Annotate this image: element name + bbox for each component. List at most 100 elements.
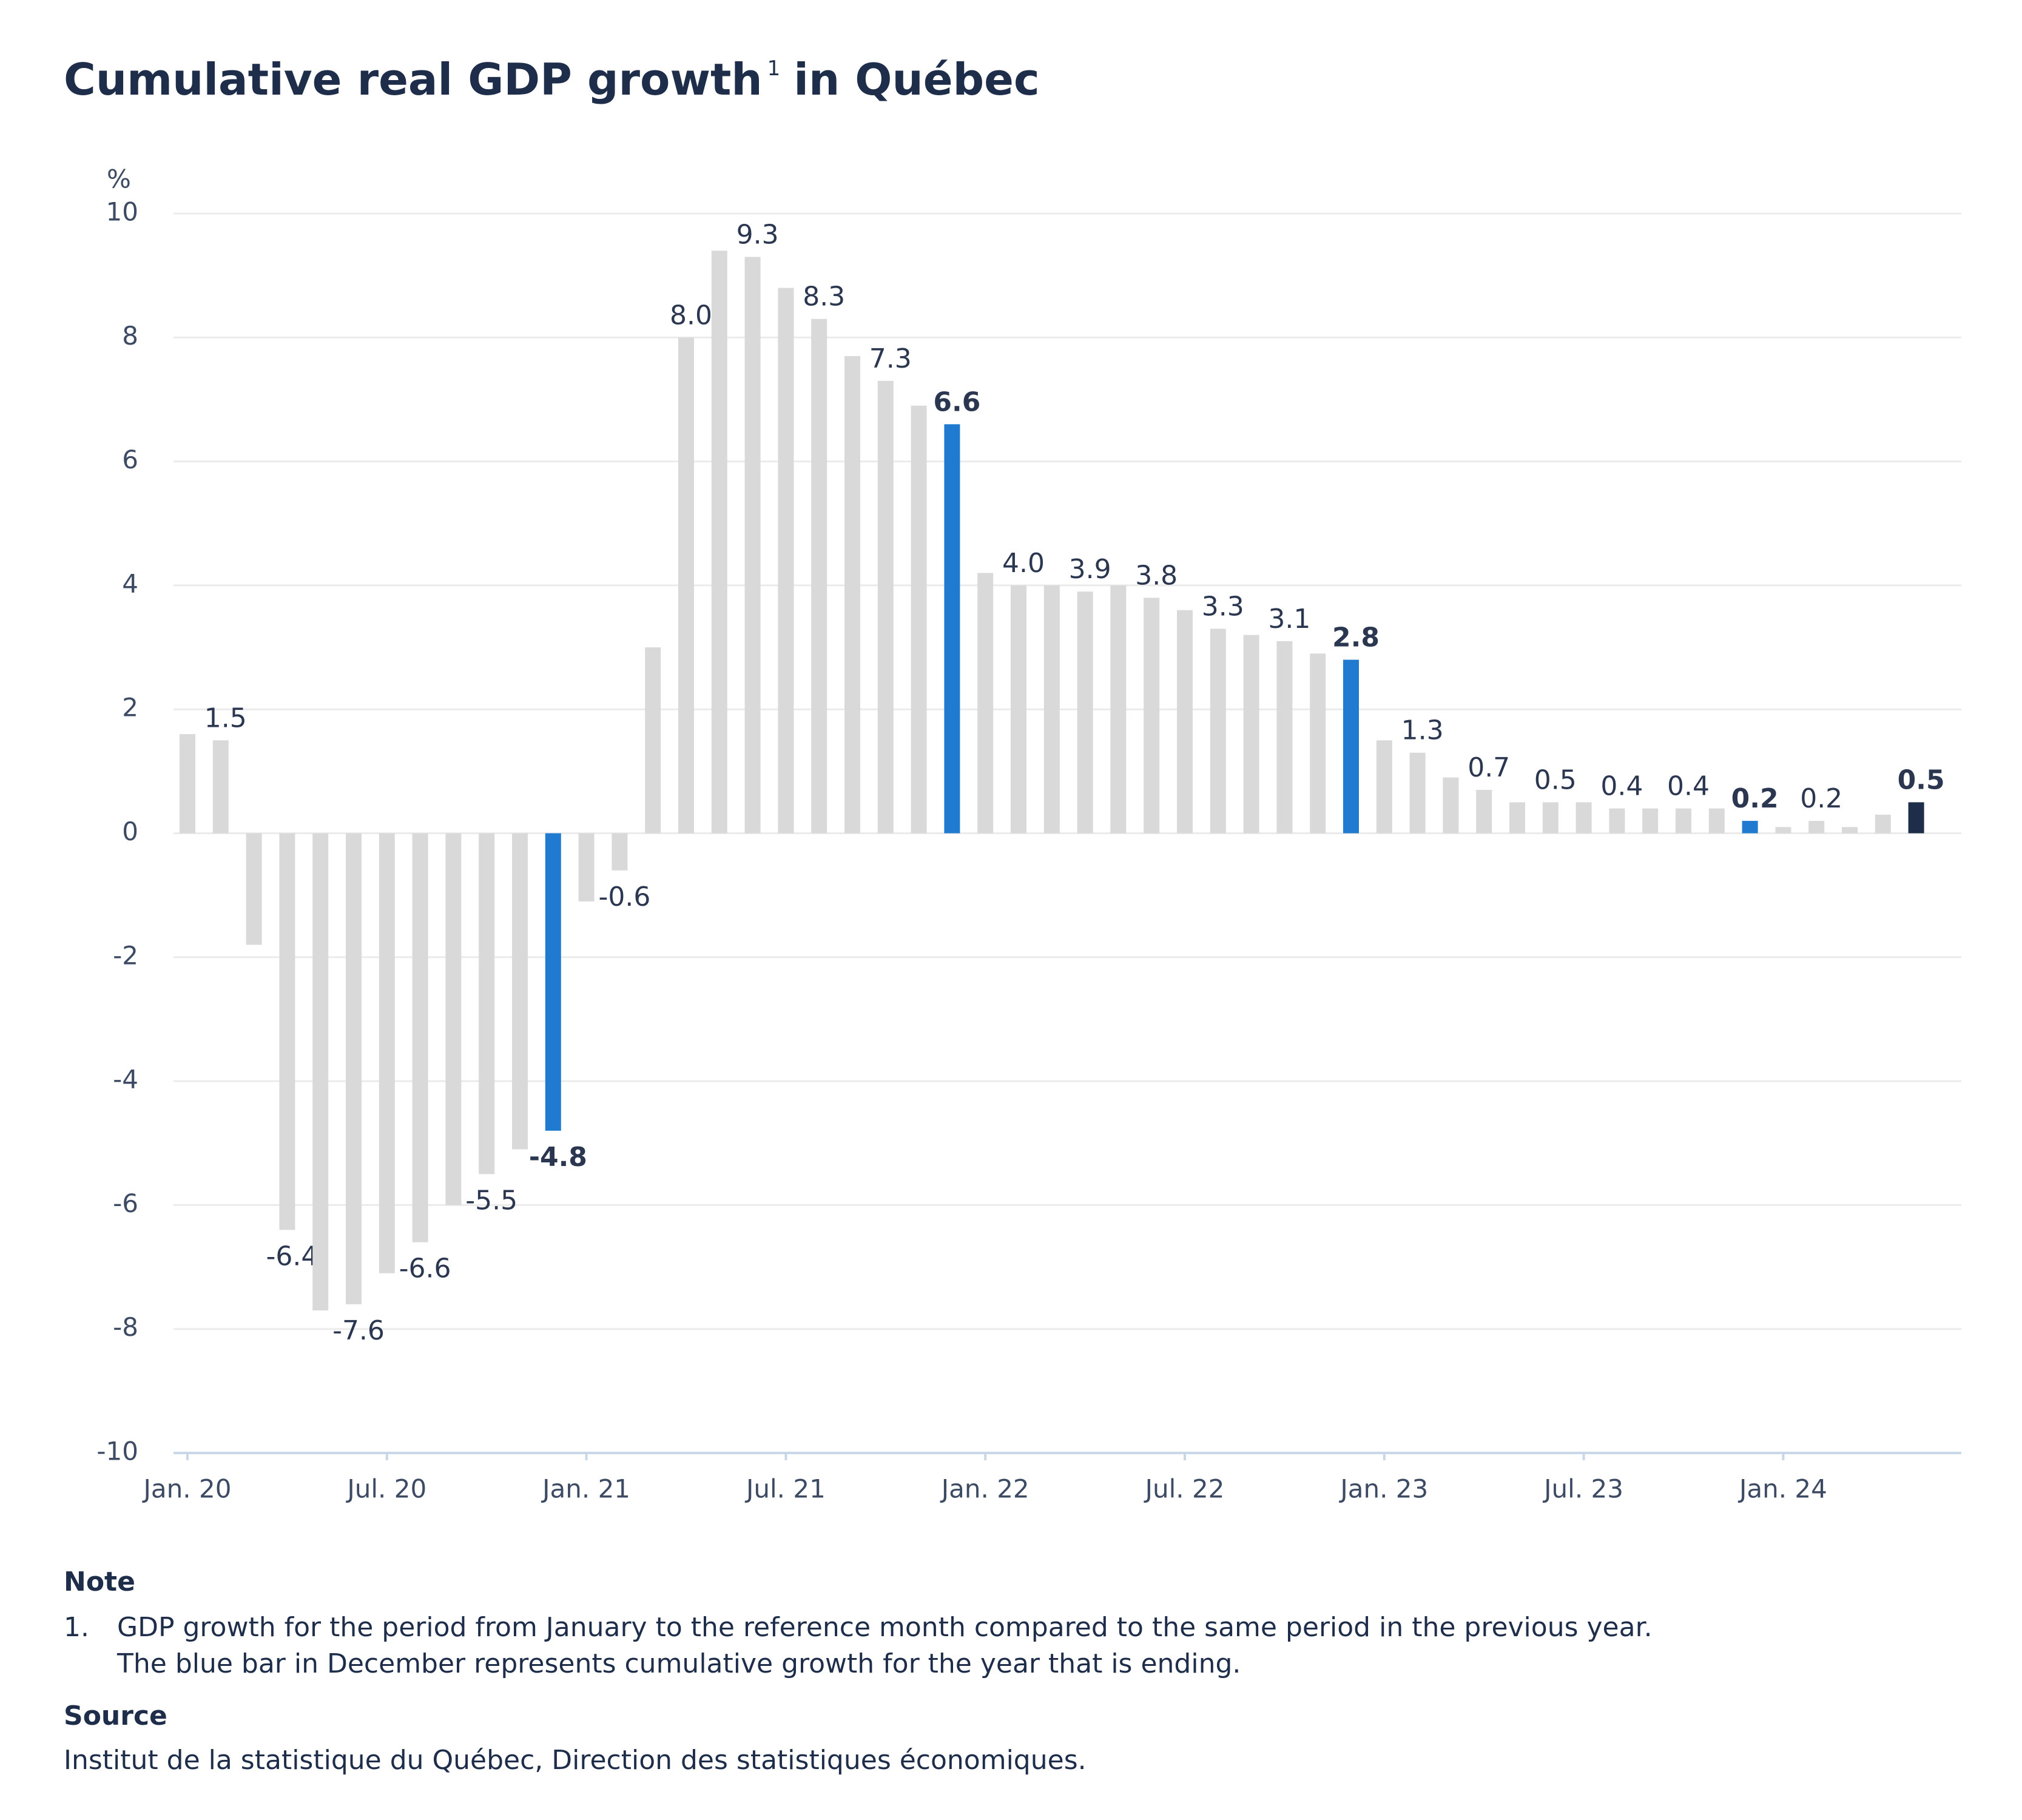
x-tick-label: Jan. 22 bbox=[940, 1474, 1030, 1504]
note-heading: Note bbox=[64, 1566, 135, 1597]
value-label: 2.8 bbox=[1332, 622, 1380, 653]
bar bbox=[1443, 777, 1459, 834]
note-line: GDP growth for the period from January t… bbox=[117, 1612, 1653, 1643]
bar bbox=[1343, 659, 1359, 834]
value-label: 1.3 bbox=[1401, 715, 1444, 746]
value-label: -6.6 bbox=[399, 1253, 451, 1284]
bar bbox=[1077, 592, 1093, 834]
chart-title: Cumulative real GDP growth 1 in Québec bbox=[64, 54, 1040, 105]
bar bbox=[1376, 740, 1392, 834]
bar bbox=[180, 734, 195, 834]
x-tick-label: Jan. 20 bbox=[142, 1474, 232, 1504]
bar bbox=[711, 251, 727, 834]
value-label: 3.3 bbox=[1202, 591, 1244, 622]
title-suffix: in Québec bbox=[794, 54, 1039, 105]
title-note-ref: 1 bbox=[767, 56, 781, 81]
bar bbox=[911, 405, 927, 834]
value-label: 7.3 bbox=[869, 343, 912, 374]
bar bbox=[1708, 808, 1725, 834]
bar bbox=[1575, 802, 1592, 834]
value-label: 0.7 bbox=[1468, 752, 1510, 783]
value-label: 0.2 bbox=[1731, 783, 1779, 814]
source-text: Institut de la statistique du Québec, Di… bbox=[64, 1745, 1087, 1776]
value-label: 6.6 bbox=[933, 386, 980, 417]
bar bbox=[1642, 808, 1659, 834]
x-tick-label: Jul. 21 bbox=[744, 1474, 826, 1504]
bar bbox=[1775, 827, 1791, 834]
y-tick-label: -4 bbox=[113, 1065, 138, 1094]
value-label: -6.4 bbox=[266, 1241, 318, 1272]
value-label: 0.5 bbox=[1534, 764, 1577, 795]
y-tick-label: 0 bbox=[122, 817, 138, 846]
y-tick-label: 8 bbox=[122, 321, 138, 351]
value-label: 4.0 bbox=[1002, 548, 1045, 579]
value-label: -5.5 bbox=[465, 1185, 517, 1216]
bar bbox=[778, 288, 794, 834]
bar bbox=[312, 833, 329, 1311]
bar bbox=[1177, 610, 1193, 834]
bar bbox=[1676, 808, 1691, 834]
y-tick-label: 4 bbox=[122, 568, 138, 598]
bar bbox=[379, 833, 395, 1273]
note-number: 1. bbox=[64, 1612, 89, 1643]
bar bbox=[1310, 653, 1326, 834]
bar bbox=[1808, 821, 1825, 834]
bar bbox=[744, 257, 761, 834]
y-tick-label: -2 bbox=[113, 940, 138, 970]
bar bbox=[877, 380, 894, 834]
bar bbox=[1276, 641, 1293, 834]
y-tick-label: -10 bbox=[96, 1437, 138, 1466]
bar bbox=[1011, 585, 1026, 834]
bar bbox=[578, 833, 595, 902]
value-label: -7.6 bbox=[332, 1315, 385, 1346]
value-label: 1.5 bbox=[204, 703, 247, 733]
y-axis-label: % bbox=[107, 164, 131, 194]
bar bbox=[1542, 802, 1559, 834]
bar bbox=[1243, 635, 1259, 834]
bar bbox=[1509, 802, 1525, 834]
bar bbox=[1476, 789, 1492, 834]
y-tick-label: -8 bbox=[113, 1312, 138, 1342]
bar bbox=[346, 833, 362, 1304]
note-line: The blue bar in December represents cumu… bbox=[116, 1648, 1241, 1679]
x-tick-label: Jul. 22 bbox=[1144, 1474, 1225, 1504]
bar bbox=[545, 833, 561, 1131]
value-label: 0.5 bbox=[1898, 764, 1945, 795]
value-label: 3.8 bbox=[1135, 560, 1178, 591]
bar bbox=[678, 337, 694, 834]
bar bbox=[1110, 585, 1127, 834]
value-label: 3.1 bbox=[1268, 604, 1310, 635]
bar bbox=[612, 833, 628, 871]
source-heading: Source bbox=[64, 1700, 167, 1731]
y-tick-label: 2 bbox=[122, 693, 138, 723]
value-label: 8.0 bbox=[670, 300, 712, 331]
bar bbox=[412, 833, 428, 1242]
value-label: 0.4 bbox=[1600, 771, 1643, 802]
bar bbox=[1409, 752, 1426, 834]
value-label: 9.3 bbox=[736, 220, 779, 251]
value-label: 8.3 bbox=[803, 281, 845, 312]
bar bbox=[645, 647, 661, 834]
bar bbox=[445, 833, 462, 1205]
x-tick-label: Jan. 21 bbox=[541, 1474, 630, 1504]
bar bbox=[1742, 821, 1758, 834]
x-tick-label: Jul. 23 bbox=[1542, 1474, 1623, 1504]
bar bbox=[1609, 808, 1625, 834]
value-label: 0.2 bbox=[1800, 783, 1842, 814]
bar bbox=[512, 833, 528, 1150]
y-tick-label: 10 bbox=[106, 197, 138, 227]
bar bbox=[944, 424, 960, 834]
bar bbox=[811, 318, 827, 834]
title-text: Cumulative real GDP growth bbox=[64, 54, 763, 105]
y-tick-label: 6 bbox=[122, 445, 138, 474]
value-label: 0.4 bbox=[1667, 771, 1710, 802]
y-tick-label: -6 bbox=[113, 1188, 138, 1218]
x-tick-label: Jan. 24 bbox=[1737, 1474, 1827, 1504]
x-tick-label: Jul. 20 bbox=[345, 1474, 426, 1504]
bar bbox=[1842, 827, 1858, 834]
bar bbox=[844, 356, 860, 834]
x-tick-label: Jan. 23 bbox=[1338, 1474, 1428, 1504]
bar bbox=[246, 833, 262, 945]
bar bbox=[1875, 814, 1891, 834]
